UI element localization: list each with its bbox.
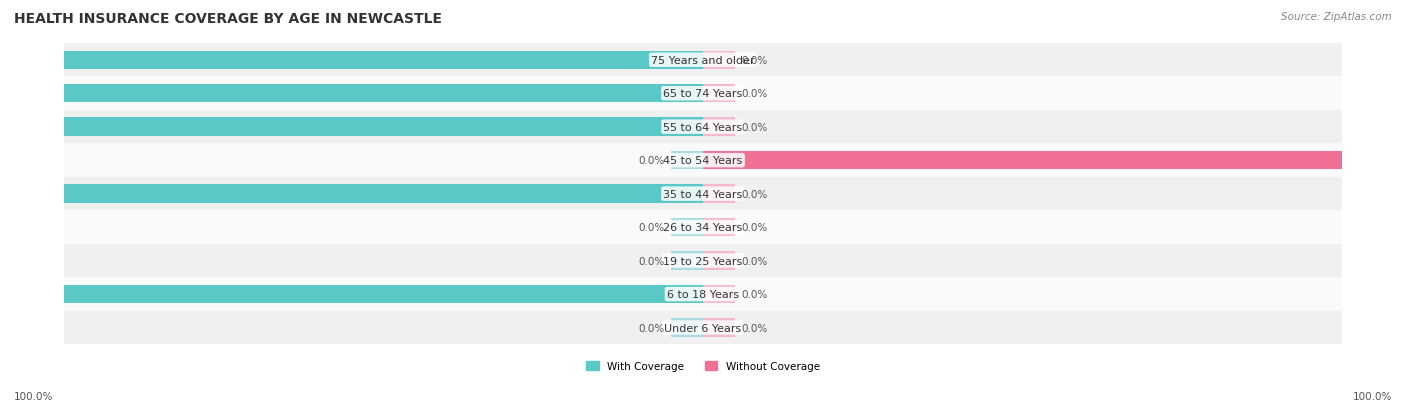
Text: 100.0%: 100.0% xyxy=(14,56,58,66)
Bar xyxy=(63,278,1343,311)
Bar xyxy=(63,77,1343,111)
Bar xyxy=(703,285,735,304)
Text: 19 to 25 Years: 19 to 25 Years xyxy=(664,256,742,266)
Text: 0.0%: 0.0% xyxy=(741,223,768,233)
Text: HEALTH INSURANCE COVERAGE BY AGE IN NEWCASTLE: HEALTH INSURANCE COVERAGE BY AGE IN NEWC… xyxy=(14,12,441,26)
Bar xyxy=(703,152,1343,170)
Text: 100.0%: 100.0% xyxy=(14,189,58,199)
Bar xyxy=(63,178,1343,211)
Text: 0.0%: 0.0% xyxy=(638,323,665,333)
Bar xyxy=(63,118,703,137)
Text: 35 to 44 Years: 35 to 44 Years xyxy=(664,189,742,199)
Text: 0.0%: 0.0% xyxy=(741,89,768,99)
Bar xyxy=(703,85,735,103)
Bar xyxy=(63,144,1343,178)
Text: 100.0%: 100.0% xyxy=(1348,156,1392,166)
Bar xyxy=(63,311,1343,344)
Bar xyxy=(63,211,1343,244)
Text: 0.0%: 0.0% xyxy=(741,323,768,333)
Text: 0.0%: 0.0% xyxy=(638,156,665,166)
Bar xyxy=(671,218,703,237)
Text: 26 to 34 Years: 26 to 34 Years xyxy=(664,223,742,233)
Text: 6 to 18 Years: 6 to 18 Years xyxy=(666,290,740,299)
Text: 100.0%: 100.0% xyxy=(14,290,58,299)
Bar xyxy=(703,185,735,203)
Bar xyxy=(63,244,1343,278)
Text: 0.0%: 0.0% xyxy=(741,189,768,199)
Text: 100.0%: 100.0% xyxy=(14,89,58,99)
Text: 100.0%: 100.0% xyxy=(14,122,58,132)
Bar xyxy=(703,252,735,270)
Bar xyxy=(63,111,1343,144)
Bar xyxy=(703,218,735,237)
Text: Under 6 Years: Under 6 Years xyxy=(665,323,741,333)
Text: 55 to 64 Years: 55 to 64 Years xyxy=(664,122,742,132)
Text: 100.0%: 100.0% xyxy=(14,391,53,401)
Bar xyxy=(703,318,735,337)
Text: 75 Years and older: 75 Years and older xyxy=(651,56,755,66)
Text: 100.0%: 100.0% xyxy=(1353,391,1392,401)
Text: 0.0%: 0.0% xyxy=(638,256,665,266)
Bar xyxy=(671,152,703,170)
Text: 45 to 54 Years: 45 to 54 Years xyxy=(664,156,742,166)
Bar xyxy=(671,252,703,270)
Bar xyxy=(63,85,703,103)
Legend: With Coverage, Without Coverage: With Coverage, Without Coverage xyxy=(582,357,824,375)
Bar xyxy=(703,118,735,137)
Bar xyxy=(671,318,703,337)
Bar xyxy=(63,44,1343,77)
Text: 0.0%: 0.0% xyxy=(741,122,768,132)
Bar xyxy=(63,185,703,203)
Text: 0.0%: 0.0% xyxy=(638,223,665,233)
Text: 0.0%: 0.0% xyxy=(741,256,768,266)
Bar xyxy=(63,51,703,70)
Text: 0.0%: 0.0% xyxy=(741,290,768,299)
Text: 65 to 74 Years: 65 to 74 Years xyxy=(664,89,742,99)
Text: Source: ZipAtlas.com: Source: ZipAtlas.com xyxy=(1281,12,1392,22)
Bar xyxy=(703,51,735,70)
Bar xyxy=(63,285,703,304)
Text: 0.0%: 0.0% xyxy=(741,56,768,66)
